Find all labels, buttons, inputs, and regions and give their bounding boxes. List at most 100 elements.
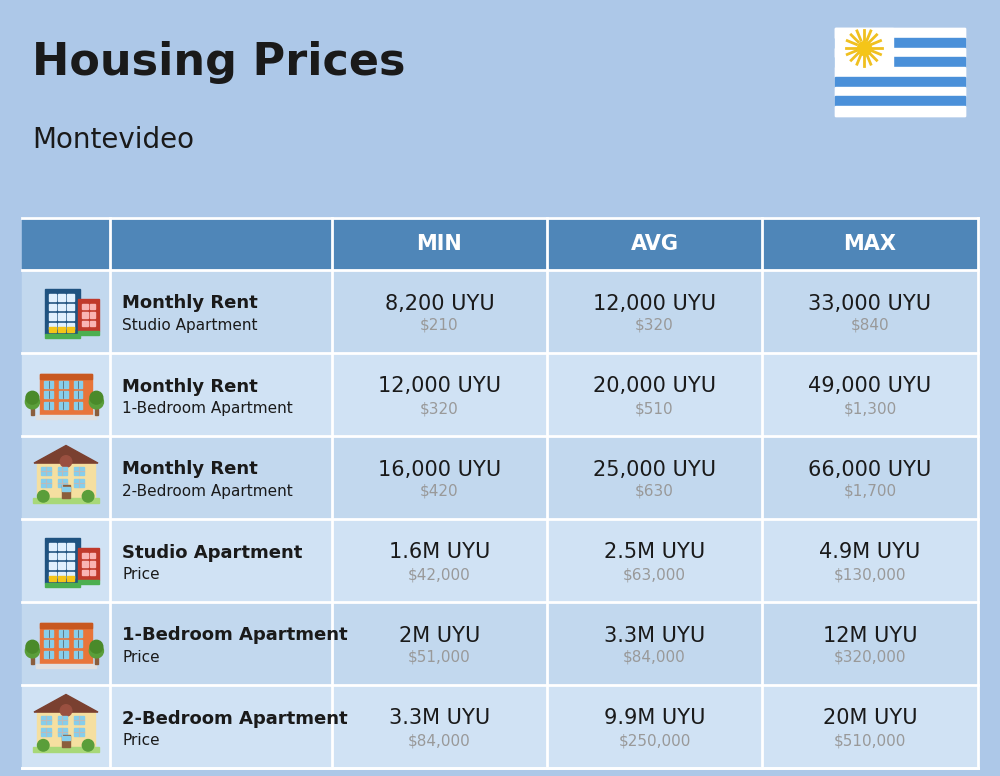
- Bar: [67, 576, 74, 581]
- Bar: [31, 655, 34, 664]
- Text: Monthly Rent: Monthly Rent: [122, 377, 258, 396]
- Bar: [835, 38, 965, 47]
- Text: $840: $840: [851, 318, 889, 333]
- Bar: [44, 391, 53, 398]
- Text: 2-Bedroom Apartment: 2-Bedroom Apartment: [122, 709, 348, 728]
- Bar: [49, 543, 56, 549]
- Text: $84,000: $84,000: [408, 733, 471, 748]
- Bar: [82, 561, 88, 566]
- Bar: [67, 303, 74, 310]
- Bar: [22, 436, 978, 519]
- Bar: [58, 479, 67, 487]
- Bar: [40, 622, 92, 664]
- Bar: [22, 270, 978, 353]
- Bar: [22, 519, 978, 602]
- Bar: [90, 303, 95, 309]
- Bar: [74, 391, 82, 398]
- Bar: [40, 622, 92, 629]
- Bar: [67, 314, 74, 320]
- Text: $42,000: $42,000: [408, 567, 471, 582]
- Bar: [835, 28, 893, 67]
- Bar: [835, 87, 965, 96]
- Text: Studio Apartment: Studio Apartment: [122, 318, 258, 333]
- Text: Housing Prices: Housing Prices: [32, 40, 406, 84]
- Text: $510,000: $510,000: [834, 733, 906, 748]
- Bar: [59, 402, 68, 409]
- Bar: [78, 331, 99, 334]
- Bar: [36, 415, 96, 419]
- Bar: [90, 321, 95, 327]
- Text: $1,300: $1,300: [843, 401, 897, 416]
- Bar: [44, 630, 53, 637]
- Bar: [90, 553, 95, 558]
- Bar: [58, 553, 65, 559]
- Text: MAX: MAX: [844, 234, 896, 254]
- Bar: [74, 467, 84, 475]
- Bar: [67, 294, 74, 300]
- Bar: [59, 391, 68, 398]
- Circle shape: [38, 740, 49, 751]
- Circle shape: [89, 395, 103, 409]
- Text: 1.6M UYU: 1.6M UYU: [389, 542, 490, 563]
- Circle shape: [90, 640, 103, 653]
- Text: 33,000 UYU: 33,000 UYU: [808, 293, 932, 314]
- Text: $630: $630: [635, 484, 674, 499]
- Text: MIN: MIN: [417, 234, 462, 254]
- Bar: [62, 735, 70, 747]
- Text: $130,000: $130,000: [834, 567, 906, 582]
- Text: 12,000 UYU: 12,000 UYU: [378, 376, 501, 397]
- Bar: [41, 716, 51, 724]
- Bar: [67, 543, 74, 549]
- Circle shape: [25, 395, 39, 409]
- Bar: [835, 28, 965, 38]
- Bar: [59, 651, 68, 658]
- Bar: [74, 651, 82, 658]
- Bar: [37, 712, 95, 747]
- Circle shape: [26, 391, 39, 404]
- Bar: [58, 314, 65, 320]
- Text: 2-Bedroom Apartment: 2-Bedroom Apartment: [122, 484, 293, 499]
- Bar: [49, 294, 56, 300]
- Bar: [74, 479, 84, 487]
- Text: 2M UYU: 2M UYU: [399, 625, 480, 646]
- Text: $510: $510: [635, 401, 674, 416]
- Bar: [49, 576, 56, 581]
- Circle shape: [38, 490, 49, 502]
- Bar: [835, 57, 965, 67]
- Bar: [74, 381, 82, 388]
- Text: 66,000 UYU: 66,000 UYU: [808, 459, 932, 480]
- Text: 1-Bedroom Apartment: 1-Bedroom Apartment: [122, 626, 348, 645]
- Text: 20,000 UYU: 20,000 UYU: [593, 376, 716, 397]
- Polygon shape: [34, 695, 98, 712]
- Bar: [835, 47, 965, 57]
- Bar: [59, 640, 68, 647]
- Bar: [835, 106, 965, 116]
- Circle shape: [82, 740, 94, 751]
- Circle shape: [89, 644, 103, 658]
- Circle shape: [60, 456, 72, 467]
- Bar: [37, 463, 95, 498]
- Bar: [58, 294, 65, 300]
- Circle shape: [25, 644, 39, 658]
- Bar: [66, 736, 70, 740]
- Bar: [49, 303, 56, 310]
- Bar: [74, 402, 82, 409]
- Text: 25,000 UYU: 25,000 UYU: [593, 459, 716, 480]
- Bar: [58, 467, 67, 475]
- Bar: [835, 96, 965, 106]
- Text: $320,000: $320,000: [834, 650, 906, 665]
- Bar: [67, 553, 74, 559]
- Bar: [49, 572, 56, 578]
- Text: $320: $320: [635, 318, 674, 333]
- Text: 3.3M UYU: 3.3M UYU: [389, 708, 490, 729]
- Bar: [22, 218, 978, 270]
- Text: 2.5M UYU: 2.5M UYU: [604, 542, 705, 563]
- Text: Studio Apartment: Studio Apartment: [122, 543, 302, 562]
- Bar: [58, 323, 65, 329]
- Bar: [44, 640, 53, 647]
- Text: $51,000: $51,000: [408, 650, 471, 665]
- Circle shape: [60, 705, 72, 716]
- Text: Price: Price: [122, 650, 160, 665]
- Bar: [41, 479, 51, 487]
- Bar: [45, 583, 80, 587]
